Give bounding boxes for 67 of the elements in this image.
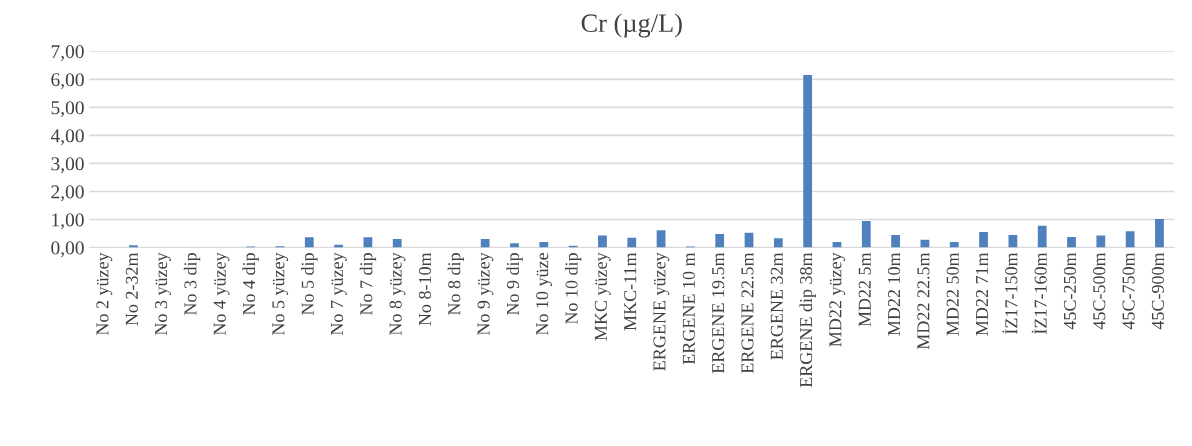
x-tick-label: ERGENE yüzey <box>653 252 670 371</box>
bar <box>539 241 549 248</box>
x-tick-label: 45C-500m <box>1093 252 1106 330</box>
bar <box>304 237 314 248</box>
bar <box>891 234 901 248</box>
y-tick-label: 6,00 <box>51 73 84 90</box>
x-tick-label: No 5 yüzey <box>272 252 289 336</box>
x-tick-label: No 7 yüzey <box>331 252 347 336</box>
x-tick-label: İZ17-160m <box>1031 252 1047 334</box>
x-tick-label: No 9 yüzey <box>477 252 494 336</box>
x-tick-label: ERGENE 10 m <box>682 252 695 365</box>
x-tick-label: MKC-11m <box>624 252 637 331</box>
x-tick-label: MD22 71m <box>975 252 988 336</box>
y-tick-label: 7,00 <box>51 45 84 62</box>
x-tick-label: No 5 dip <box>301 253 318 316</box>
x-tick-label: MD22 22.5m <box>917 252 930 350</box>
x-tick-label: No 8 yüzey <box>389 252 406 336</box>
bar <box>510 243 519 248</box>
y-tick-label: 4,00 <box>50 129 84 146</box>
x-tick-label: İZ17-150m <box>1002 252 1018 334</box>
x-tick-label: No 2-32m <box>125 252 138 326</box>
bar <box>979 232 988 248</box>
x-tick-label: No 3 yüzey <box>155 252 171 336</box>
bar <box>1037 225 1047 248</box>
y-tick-label: 5,00 <box>51 101 84 118</box>
bar <box>1155 218 1164 248</box>
x-tick-label: MD22 50m <box>946 252 959 336</box>
x-tick-label: 45C-900m <box>1151 252 1164 330</box>
bar <box>803 75 813 248</box>
x-tick-label: 45C-750m <box>1122 252 1135 330</box>
x-tick-label: No 10 dip <box>564 253 582 325</box>
y-tick-label: 0,00 <box>51 241 84 258</box>
y-tick-label: 3,00 <box>51 157 84 174</box>
bar <box>480 239 490 248</box>
bar <box>861 220 871 248</box>
x-tick-label: ERGENE 32m <box>770 252 783 360</box>
bar <box>128 245 138 248</box>
x-tick-label: MD22 5m <box>858 252 871 327</box>
x-tick-label: No 2 yüzey <box>96 252 113 336</box>
bar <box>598 235 607 248</box>
y-tick-label: 2,00 <box>51 185 84 202</box>
x-tick-label: MD22 10m <box>887 252 901 336</box>
x-tick-label: 45C-250m <box>1063 252 1077 330</box>
bar <box>1096 235 1106 248</box>
bar <box>1125 231 1135 248</box>
x-tick-label: ERGENE dip 38m <box>799 252 816 388</box>
x-tick-label: MD22 yüzey <box>829 252 846 347</box>
x-tick-label: No 9 dip <box>506 253 523 316</box>
bar <box>715 234 725 248</box>
x-tick-label: No 4 dip <box>242 253 259 316</box>
x-tick-label: No 7 dip <box>359 253 377 316</box>
x-tick-label: No 8 dip <box>447 253 465 316</box>
chart-title: Cr (µg/L) <box>581 13 682 38</box>
x-tick-label: ERGENE 19.5m <box>712 252 725 374</box>
x-tick-label: MKC yüzey <box>594 252 611 341</box>
x-tick-label: No 3 dip <box>183 253 201 316</box>
y-tick-label: 1,00 <box>52 213 84 230</box>
bar <box>1067 236 1076 248</box>
x-tick-label: No 10 yüze <box>536 253 552 336</box>
bar <box>1008 234 1018 248</box>
bar <box>392 239 402 248</box>
x-tick-label: ERGENE 22.5m <box>741 252 754 374</box>
x-tick-label: No 8-10m <box>418 252 432 326</box>
bar <box>949 241 959 248</box>
x-tick-label: No 4 yüzey <box>213 252 230 336</box>
bar <box>627 237 637 248</box>
bar <box>773 238 783 248</box>
